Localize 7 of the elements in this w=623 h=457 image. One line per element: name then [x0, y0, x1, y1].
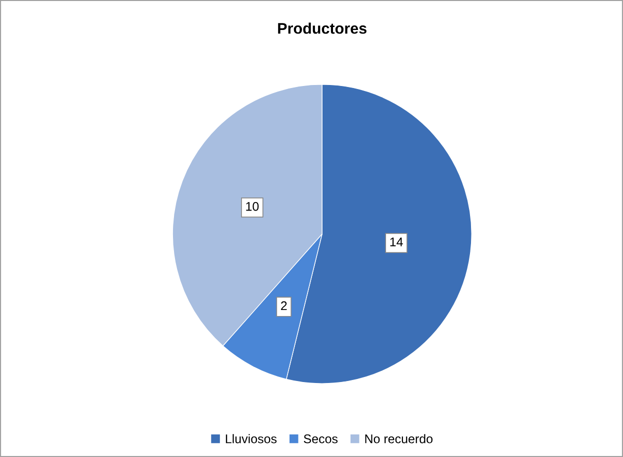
data-label: 2: [281, 301, 287, 310]
chart-title: Productores: [278, 22, 366, 34]
legend-label: No recuerdo: [365, 434, 433, 444]
data-label: 14: [390, 238, 403, 246]
legend-label: Lluviosos: [226, 434, 277, 444]
legend-label: Secos: [304, 434, 338, 444]
data-label: 10: [246, 202, 259, 211]
